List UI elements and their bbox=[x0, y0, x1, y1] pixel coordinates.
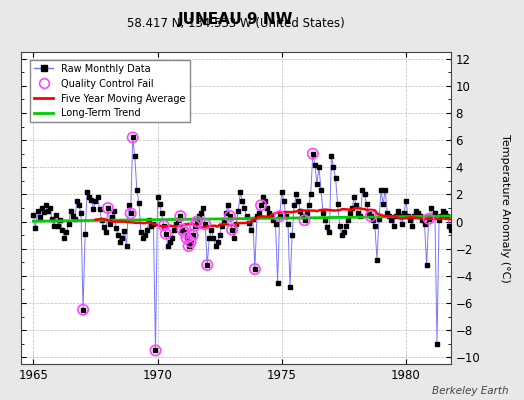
Point bbox=[187, 239, 195, 245]
Text: JUNEAU 9 NW: JUNEAU 9 NW bbox=[178, 12, 293, 27]
Point bbox=[424, 216, 433, 222]
Point bbox=[126, 210, 135, 217]
Point bbox=[180, 229, 189, 236]
Point bbox=[228, 226, 236, 233]
Point bbox=[203, 262, 211, 268]
Point bbox=[276, 213, 284, 219]
Point bbox=[178, 226, 187, 233]
Point bbox=[226, 213, 234, 219]
Point bbox=[367, 213, 375, 219]
Point bbox=[300, 217, 309, 224]
Point bbox=[309, 150, 317, 157]
Point bbox=[161, 230, 170, 237]
Point bbox=[193, 218, 201, 225]
Y-axis label: Temperature Anomaly (°C): Temperature Anomaly (°C) bbox=[500, 134, 510, 282]
Title: 58.417 N, 134.533 W (United States): 58.417 N, 134.533 W (United States) bbox=[127, 17, 345, 30]
Point bbox=[250, 266, 259, 272]
Point bbox=[104, 205, 112, 211]
Point bbox=[128, 134, 137, 141]
Legend: Raw Monthly Data, Quality Control Fail, Five Year Moving Average, Long-Term Tren: Raw Monthly Data, Quality Control Fail, … bbox=[30, 60, 190, 122]
Point bbox=[151, 347, 160, 354]
Point bbox=[201, 221, 210, 228]
Point bbox=[184, 243, 193, 249]
Point bbox=[191, 222, 199, 229]
Point bbox=[79, 306, 87, 313]
Point bbox=[182, 235, 191, 241]
Point bbox=[176, 213, 184, 219]
Text: Berkeley Earth: Berkeley Earth bbox=[432, 386, 508, 396]
Point bbox=[189, 232, 197, 238]
Point bbox=[160, 222, 168, 229]
Point bbox=[257, 202, 265, 208]
